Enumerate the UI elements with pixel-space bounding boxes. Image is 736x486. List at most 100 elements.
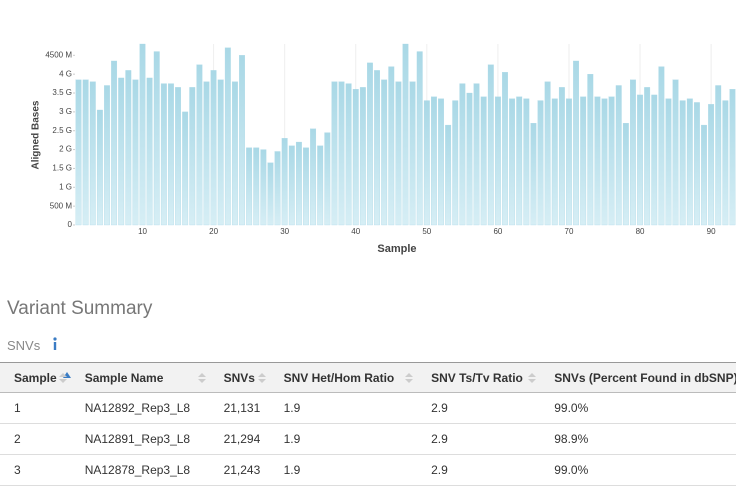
sort-down [257,379,266,383]
table-row: 1 NA12892_Rep3_L8 21,131 1.9 2.9 99.0% [0,392,736,424]
cell-text: SNVs (Percent Found in dbSNP) [554,370,736,385]
bar [494,96,501,226]
cell-text: 2.9 [431,432,448,446]
bar [96,109,103,226]
y-tick-label: 1.5 G [52,164,72,173]
x-axis-label: Sample [377,243,416,255]
cell-text: 99.0% [554,463,589,477]
bar [89,81,96,226]
bar [431,96,437,226]
bar [573,60,580,226]
column-header[interactable]: Sample Name [58,362,210,393]
cell-text: 2.9 [431,401,448,415]
bar [239,55,245,226]
bar [175,87,181,226]
bar [537,100,544,226]
bar [111,60,118,226]
cell-text: 1.9 [283,432,301,446]
y-tick-label: 0 [68,220,73,229]
table-cell: 21,131 [209,392,270,424]
bar [523,98,530,226]
bar [487,64,494,226]
column-header[interactable]: SNVs [197,362,270,393]
bar [686,98,693,226]
x-tick-label: 80 [636,227,645,236]
variant-table: Sample Sample Name SNVs SNV Het/Hom Ratio SN… [0,362,736,486]
bar [509,98,516,226]
bar [210,70,217,226]
sort-icon [528,373,537,383]
sort-icon [257,373,266,383]
bar [551,98,558,226]
table-cell: 21,294 [209,423,270,455]
table-cell: 99.0% [540,392,736,424]
table-cell: NA12891_Rep3_L8 [70,423,210,455]
table-cell: 98.9% [540,423,736,455]
cell-text: 99.0% [554,401,589,415]
bar [502,72,508,226]
bar [530,123,537,226]
cell-text: 21,131 [223,401,261,415]
bar [324,132,331,226]
bar [587,74,594,226]
cell-text: 1 [14,401,21,415]
bar [715,85,722,226]
bar [352,89,359,226]
bar [253,147,260,226]
y-tick-label: 2 G [59,145,72,154]
bar [367,62,373,226]
bar [267,162,274,226]
sort-up [58,373,67,377]
section-subtitle: SNVs [7,337,60,353]
bar [310,128,317,226]
y-axis-label: Aligned Bases [31,100,42,169]
table-cell: 2.9 [417,454,541,486]
bar [203,81,210,226]
bar [274,151,281,226]
column-header[interactable]: SNV Het/Hom Ratio [257,362,418,393]
cell-text: 1.9 [283,463,301,477]
table-cell: 1.9 [269,392,418,424]
bar [374,70,380,226]
x-tick-label: 70 [565,227,574,236]
bar [160,83,167,226]
sort-up [257,373,266,377]
x-tick-label: 50 [422,227,431,236]
bar [409,81,416,226]
column-header[interactable]: SNV Ts/Tv Ratio [405,362,541,393]
table-cell: 1.9 [269,423,418,455]
x-tick-label: 90 [707,227,716,236]
x-tick-label: 40 [351,227,360,236]
sort-icon [197,373,206,383]
bar [665,98,672,226]
bar [615,85,622,226]
bar [722,100,729,226]
cell-text: SNV Het/Hom Ratio [283,370,395,385]
bar [132,79,139,226]
table-cell: 2.9 [417,423,541,455]
sort-down [405,379,414,383]
y-tick-label: 2.5 G [52,126,72,135]
sort-icon [405,373,414,383]
cell-text: NA12891_Rep3_L8 [84,432,191,446]
bar [168,83,174,226]
bar [189,87,196,226]
info-icon[interactable] [50,337,60,351]
cell-text: SNV Ts/Tv Ratio [431,370,523,385]
bar [153,51,160,226]
subtitle-text: SNVs [7,338,41,353]
sort-icon [58,373,67,383]
bar [594,96,601,226]
bar [516,96,523,226]
table-cell: 1.9 [269,454,418,486]
bar [423,100,430,226]
column-header[interactable]: Sample [0,362,71,393]
cell-text: 98.9% [554,432,589,446]
sort-up [528,373,537,377]
bar [701,124,707,226]
column-header[interactable]: SNVs (Percent Found in dbSNP) [528,362,736,393]
bar [658,66,665,226]
cell-text: 21,243 [223,463,261,477]
y-tick-label: 1 G [59,182,72,191]
bar [601,98,608,226]
